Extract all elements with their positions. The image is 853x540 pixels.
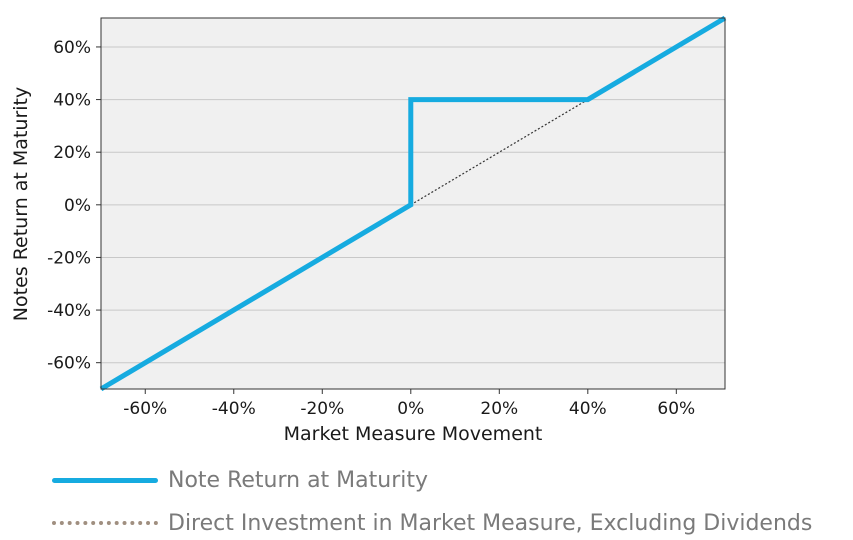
legend-item-note-return: Note Return at Maturity (52, 465, 428, 495)
legend-label: Note Return at Maturity (168, 467, 429, 493)
x-tick-label: -60% (123, 399, 167, 419)
y-tick-label: 20% (53, 143, 91, 163)
x-tick-label: 60% (657, 399, 695, 419)
legend-swatch-dotted (52, 521, 158, 525)
x-axis-title: Market Measure Movement (284, 423, 543, 445)
x-tick-label: 0% (397, 399, 424, 419)
y-tick-label: -20% (47, 248, 91, 268)
y-tick-label: 40% (53, 91, 91, 111)
y-tick-label: 0% (64, 196, 91, 216)
y-tick-label: -40% (47, 301, 91, 321)
chart: -60% -40% -20% 0% 20% 40% 60% 60% 40% 20% 0% -20% -4… (10, 15, 727, 445)
x-tick-label: -20% (300, 399, 344, 419)
series-line-note-return (99, 15, 727, 392)
x-tick-label: -40% (212, 399, 256, 419)
legend-item-direct-investment: Direct Investment in Market Measure, Exc… (52, 508, 812, 538)
legend-swatch-solid (52, 477, 158, 483)
x-tick-label: 40% (569, 399, 607, 419)
x-tick-label: 20% (480, 399, 518, 419)
y-axis-title: Notes Return at Maturity (10, 87, 32, 321)
plot-border (100, 17, 726, 390)
legend-label: Direct Investment in Market Measure, Exc… (168, 510, 813, 536)
y-tick-label: 60% (53, 38, 91, 58)
y-tick-label: -60% (47, 354, 91, 374)
